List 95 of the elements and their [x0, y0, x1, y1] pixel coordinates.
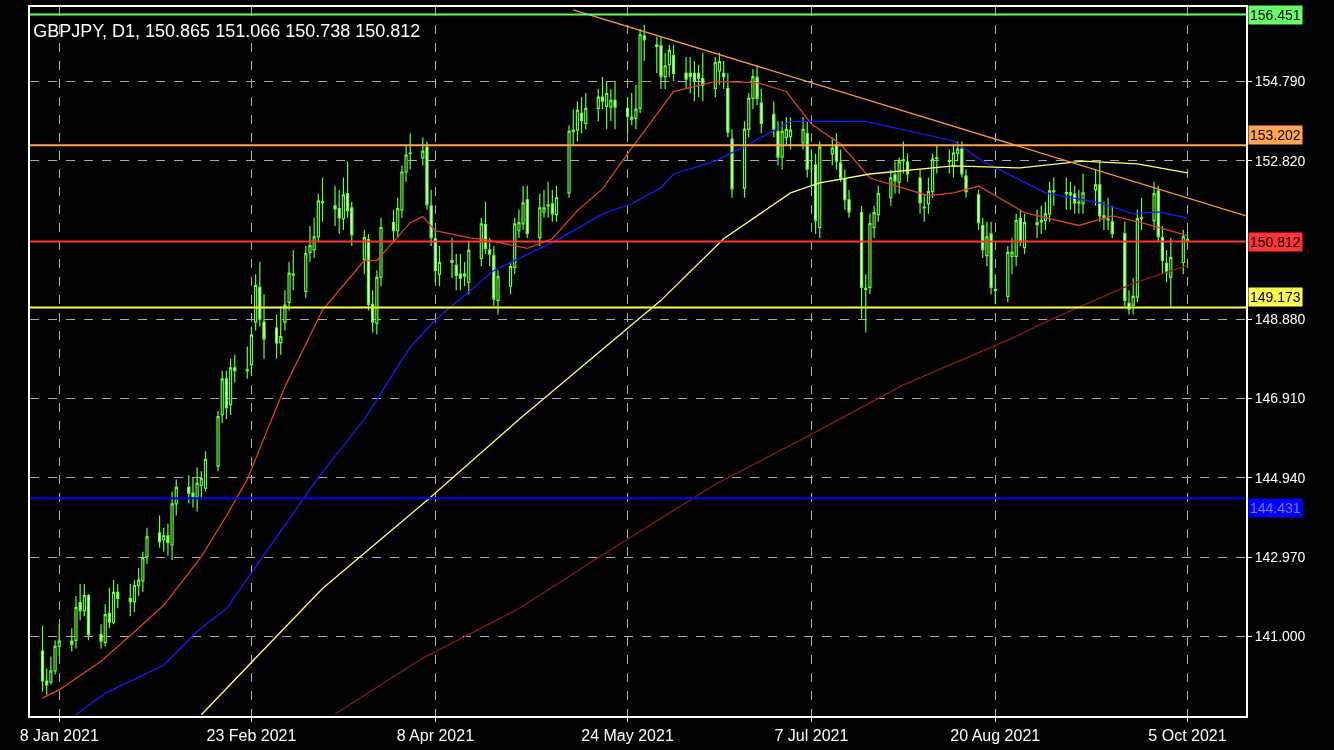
candlestick: [713, 56, 717, 98]
candlestick: [450, 237, 454, 279]
candlestick: [613, 80, 617, 130]
candlestick: [538, 193, 542, 247]
line-series: [200, 160, 1189, 716]
candlestick: [408, 132, 412, 171]
candlestick: [989, 221, 993, 295]
candlestick: [667, 44, 671, 78]
candlestick: [659, 36, 663, 90]
candlestick: [722, 60, 726, 90]
candlestick: [922, 193, 926, 223]
x-tick-label: 23 Feb 2021: [206, 727, 297, 745]
candlestick: [187, 474, 191, 505]
text: GBPJPY, D1, 150.865 151.066 150.738 150.812: [33, 20, 421, 41]
ref-line-label: 149.173: [1250, 289, 1301, 305]
ref-line-label: 153.202: [1250, 127, 1301, 143]
candlestick: [1035, 209, 1039, 239]
candlestick: [1123, 221, 1127, 307]
candlestick: [525, 185, 529, 239]
candlestick: [776, 120, 780, 167]
y-tick-label: 148.880: [1254, 311, 1306, 328]
y-tick-label: 142.970: [1254, 548, 1306, 565]
candlestick: [684, 56, 688, 90]
candlestick: [834, 132, 839, 171]
candlestick: [304, 245, 308, 299]
candlestick: [1039, 205, 1043, 235]
candlestick: [1160, 225, 1165, 275]
y-tick-label: 144.940: [1254, 469, 1306, 486]
x-tick-label: 7 Jul 2021: [774, 727, 849, 745]
ref-line-label: 144.431: [1250, 500, 1301, 516]
candlestick: [859, 205, 864, 320]
y-tick-label: 146.910: [1254, 390, 1306, 407]
candlestick: [951, 144, 956, 179]
candlestick: [780, 120, 784, 171]
candlestick: [692, 60, 697, 102]
candlestick: [554, 185, 559, 223]
y-tick-label: 141.000: [1254, 628, 1306, 645]
candlestick: [830, 136, 834, 167]
candlestick: [433, 229, 437, 283]
candlestick: [279, 305, 283, 356]
candlestick: [40, 624, 45, 693]
candlestick: [976, 189, 981, 231]
candlestick: [918, 168, 922, 215]
candlestick: [454, 253, 458, 291]
candlestick: [1169, 237, 1173, 309]
y-tick-label: 152.820: [1254, 152, 1306, 169]
candlestick: [755, 64, 759, 106]
candlestick: [584, 92, 588, 130]
candlestick: [897, 156, 901, 195]
x-tick-label: 8 Apr 2021: [396, 727, 475, 745]
ref-line-label: 156.451: [1250, 7, 1301, 23]
candlestick: [1073, 185, 1077, 215]
candlestick: [625, 96, 630, 134]
candlestick: [864, 273, 868, 334]
candlestick: [111, 579, 116, 625]
candlestick: [546, 181, 550, 219]
candlestick: [1081, 172, 1085, 215]
x-tick-label: 5 Oct 2021: [1148, 727, 1227, 745]
candlestick: [818, 140, 822, 239]
candlestick: [1022, 213, 1027, 255]
candlestick: [759, 88, 763, 134]
y-tick-label: 154.790: [1254, 73, 1306, 90]
candlestick: [671, 44, 676, 82]
x-tick-label: 8 Jan 2021: [19, 727, 99, 745]
candlestick: [1181, 229, 1185, 275]
candlestick: [458, 253, 463, 291]
candlestick: [947, 148, 951, 175]
candlestick: [467, 241, 471, 295]
candlestick: [157, 515, 162, 549]
candlestick: [1064, 177, 1068, 211]
candlestick: [70, 627, 74, 653]
candlestick: [1106, 197, 1110, 231]
line-series: [334, 264, 1189, 715]
candlestick: [245, 346, 249, 380]
candlestick: [216, 410, 220, 472]
candlestick: [701, 52, 705, 102]
candlestick: [839, 148, 843, 183]
candlestick: [905, 152, 910, 183]
candlestick: [605, 80, 609, 130]
x-tick-label: 24 May 2021: [581, 727, 674, 745]
x-tick-label: 20 Aug 2021: [950, 727, 1041, 745]
candlestick: [249, 325, 254, 376]
candlestick: [1110, 205, 1114, 239]
candlestick: [228, 358, 233, 416]
candlestick: [128, 583, 132, 617]
candlestick: [488, 237, 492, 267]
candlestick: [575, 100, 580, 142]
candlestick: [195, 466, 199, 513]
candlestick: [1068, 181, 1073, 211]
ref-line-label: 150.812: [1250, 234, 1301, 250]
candlestick: [220, 370, 224, 424]
candlestick: [772, 100, 776, 138]
candlestick: [993, 273, 997, 305]
candlestick: [901, 140, 905, 175]
candlestick: [788, 116, 793, 151]
